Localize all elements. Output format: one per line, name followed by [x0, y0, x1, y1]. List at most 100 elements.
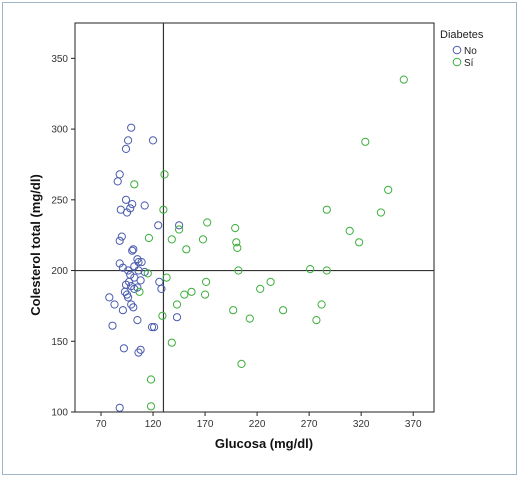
point-no: [133, 316, 142, 325]
point-no: [136, 345, 145, 354]
point-no: [113, 177, 122, 186]
point-no: [134, 266, 143, 275]
point-si: [135, 287, 144, 296]
axes: [71, 22, 435, 416]
legend: Diabetes No Sí: [440, 29, 484, 69]
point-si: [158, 311, 167, 320]
point-no: [119, 344, 129, 353]
point-no: [124, 293, 133, 302]
point-si: [143, 269, 152, 278]
point-si: [201, 290, 210, 299]
legend-label-no: No: [464, 46, 477, 57]
point-si: [182, 245, 191, 254]
point-si: [384, 185, 393, 194]
point-si: [160, 170, 169, 179]
point-si: [167, 338, 176, 347]
point-si: [203, 218, 212, 227]
point-si: [233, 243, 242, 252]
tick-labels: 70 120 170 220 270 320 370 100 150 200 250 300 350: [51, 54, 422, 430]
point-no: [108, 321, 117, 330]
x-tick-label: 320: [353, 419, 370, 430]
point-no: [148, 136, 158, 145]
point-si: [162, 273, 171, 282]
point-si: [232, 238, 241, 247]
point-no: [124, 266, 133, 275]
point-si: [399, 75, 408, 84]
point-si: [355, 238, 364, 247]
point-si: [306, 265, 315, 274]
legend-marker-si: [452, 57, 462, 67]
point-no: [129, 245, 138, 254]
point-no: [175, 221, 184, 230]
point-si: [130, 180, 139, 189]
point-no: [105, 293, 114, 302]
point-si: [198, 235, 208, 244]
plot-area-border: [74, 22, 435, 413]
y-tick-label: 200: [51, 266, 68, 277]
point-si: [361, 137, 370, 146]
point-no: [157, 284, 166, 293]
point-no: [150, 323, 159, 332]
point-si: [279, 306, 288, 315]
y-tick-label: 100: [51, 408, 68, 419]
point-no: [126, 204, 135, 213]
point-no: [172, 313, 182, 322]
point-si: [175, 225, 184, 234]
point-si: [144, 233, 153, 243]
point-no: [115, 236, 124, 245]
point-si: [159, 205, 168, 214]
x-tick-label: 120: [145, 419, 162, 430]
legend-label-si: Sí: [464, 58, 474, 69]
point-si: [231, 224, 240, 233]
point-si: [266, 277, 275, 286]
x-tick-label: 220: [249, 419, 266, 430]
point-no: [118, 306, 128, 315]
point-si: [312, 316, 321, 325]
reference-lines: [75, 23, 434, 412]
point-no: [110, 300, 119, 309]
point-si: [146, 375, 156, 384]
point-no: [134, 258, 143, 267]
point-si: [234, 266, 243, 275]
point-no: [134, 348, 143, 357]
point-no: [155, 277, 164, 286]
point-no: [147, 323, 157, 332]
point-no: [117, 232, 126, 241]
point-no: [127, 123, 136, 132]
y-tick-label: 350: [51, 54, 68, 65]
point-si: [345, 226, 354, 235]
x-tick-label: 270: [301, 419, 318, 430]
x-tick-label: 370: [405, 419, 422, 430]
point-no: [118, 263, 128, 272]
point-no: [115, 403, 124, 412]
point-no: [129, 303, 138, 312]
point-si: [322, 205, 331, 214]
x-axis-title: Glucosa (mg/dl): [215, 436, 313, 451]
point-si: [256, 284, 265, 293]
point-no: [137, 258, 146, 267]
point-si: [245, 314, 254, 323]
point-si: [237, 359, 246, 368]
point-no: [128, 200, 137, 209]
point-no: [154, 221, 163, 230]
y-axis-title: Colesterol total (mg/dl): [28, 174, 43, 316]
point-no: [128, 246, 137, 255]
point-no: [130, 262, 139, 271]
point-no: [115, 170, 124, 179]
point-si: [167, 235, 176, 244]
point-no: [127, 300, 136, 309]
point-no: [121, 144, 131, 153]
point-si: [229, 306, 238, 315]
x-tick-label: 70: [95, 419, 107, 430]
data-points: [105, 75, 408, 412]
point-no: [124, 136, 133, 145]
point-no: [136, 276, 145, 285]
legend-title: Diabetes: [440, 29, 484, 41]
point-si: [146, 402, 156, 411]
point-si: [187, 287, 196, 296]
y-tick-label: 300: [51, 125, 68, 136]
y-tick-label: 150: [51, 337, 68, 348]
x-tick-label: 170: [197, 419, 214, 430]
